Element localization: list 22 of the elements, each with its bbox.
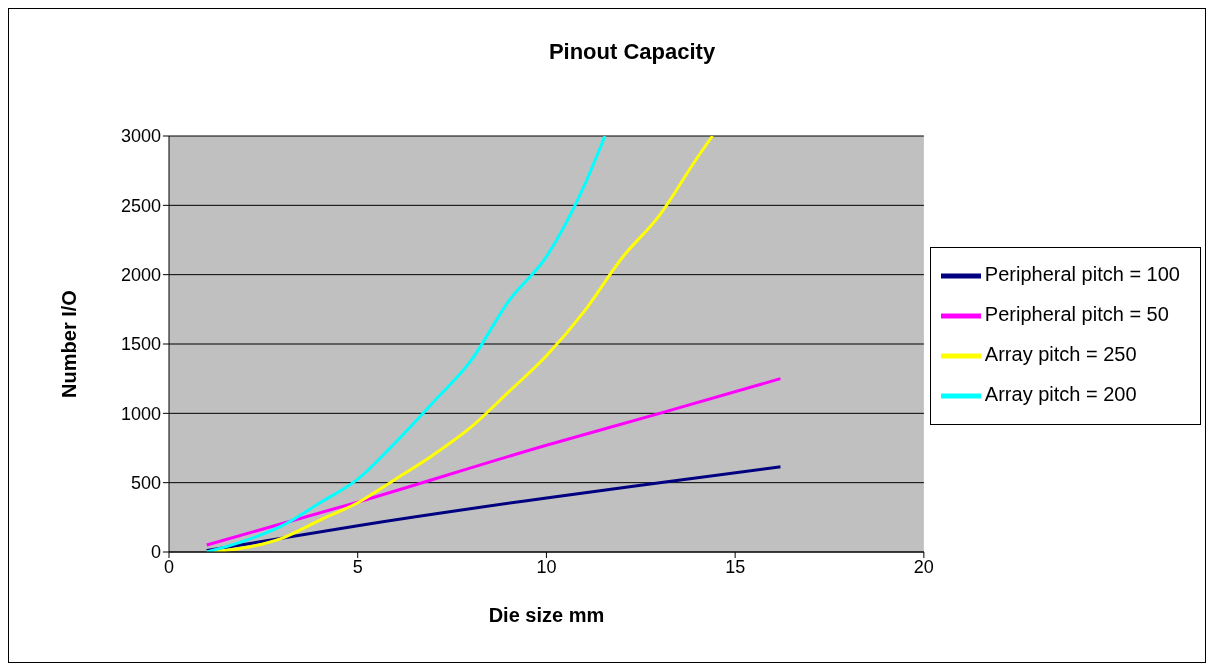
line-series bbox=[205, 136, 607, 552]
y-axis-title: Number I/O bbox=[58, 290, 81, 398]
y-tick-label: 2000 bbox=[120, 265, 161, 286]
x-tick-label: 10 bbox=[536, 556, 557, 577]
legend-label: Peripheral pitch = 100 bbox=[984, 262, 1180, 285]
y-tick-label: 1000 bbox=[120, 403, 161, 424]
legend-label: Peripheral pitch = 50 bbox=[984, 302, 1169, 325]
legend-label: Array pitch = 200 bbox=[984, 382, 1137, 405]
y-tick-label: 1500 bbox=[120, 334, 161, 355]
y-tick-label: 500 bbox=[130, 473, 161, 494]
x-tick-label: 20 bbox=[913, 556, 934, 577]
legend-label: Array pitch = 250 bbox=[984, 342, 1137, 365]
x-axis-title: Die size mm bbox=[488, 604, 605, 626]
line-series bbox=[205, 465, 782, 552]
chart-title: Pinout Capacity bbox=[547, 39, 717, 65]
x-tick-label: 5 bbox=[352, 556, 363, 577]
x-tick-label: 15 bbox=[725, 556, 746, 577]
y-tick-label: 3000 bbox=[120, 126, 161, 147]
y-tick-label: 0 bbox=[150, 542, 161, 563]
x-tick-label: 0 bbox=[163, 556, 175, 577]
line-series bbox=[205, 377, 782, 547]
y-tick-label: 2500 bbox=[120, 195, 161, 216]
